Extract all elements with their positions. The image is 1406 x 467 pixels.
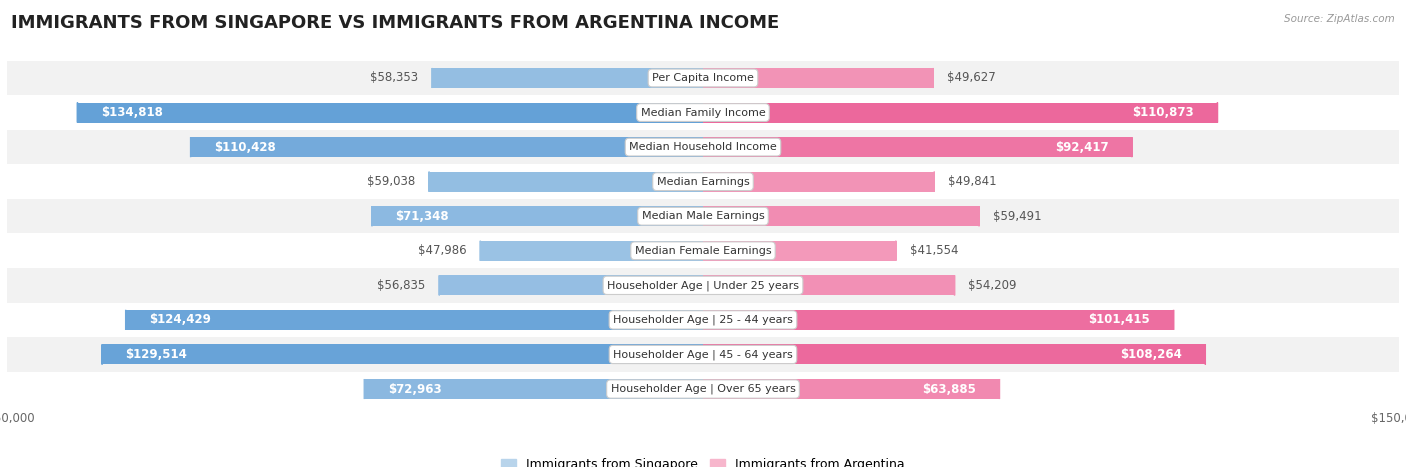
Bar bbox=[7, 372, 1399, 406]
Text: Median Household Income: Median Household Income bbox=[628, 142, 778, 152]
Bar bbox=[7, 337, 1399, 372]
Text: $124,429: $124,429 bbox=[149, 313, 211, 326]
Bar bbox=[7, 268, 1399, 303]
Bar bbox=[7, 95, 1399, 130]
Bar bbox=[364, 379, 703, 399]
Text: $71,348: $71,348 bbox=[395, 210, 449, 223]
Bar bbox=[7, 199, 1399, 234]
Text: $54,209: $54,209 bbox=[969, 279, 1017, 292]
Bar bbox=[703, 310, 1174, 330]
Bar bbox=[432, 68, 703, 88]
Text: $101,415: $101,415 bbox=[1088, 313, 1150, 326]
Bar bbox=[703, 137, 1132, 157]
Bar bbox=[7, 164, 1399, 199]
Bar bbox=[7, 303, 1399, 337]
Bar bbox=[191, 137, 703, 157]
Text: $134,818: $134,818 bbox=[101, 106, 163, 119]
Text: Per Capita Income: Per Capita Income bbox=[652, 73, 754, 83]
Bar bbox=[439, 276, 703, 295]
Text: $58,353: $58,353 bbox=[370, 71, 419, 85]
Bar bbox=[703, 276, 955, 295]
Text: $49,841: $49,841 bbox=[948, 175, 997, 188]
Bar bbox=[103, 345, 703, 364]
Text: Median Earnings: Median Earnings bbox=[657, 177, 749, 187]
Text: $59,491: $59,491 bbox=[993, 210, 1042, 223]
Bar bbox=[703, 379, 1000, 399]
Text: $129,514: $129,514 bbox=[125, 348, 187, 361]
Text: $72,963: $72,963 bbox=[388, 382, 441, 396]
Text: Median Family Income: Median Family Income bbox=[641, 107, 765, 118]
Text: $49,627: $49,627 bbox=[948, 71, 995, 85]
Text: Median Male Earnings: Median Male Earnings bbox=[641, 211, 765, 221]
Bar bbox=[373, 206, 703, 226]
Text: $110,428: $110,428 bbox=[214, 141, 276, 154]
Text: Median Female Earnings: Median Female Earnings bbox=[634, 246, 772, 256]
Bar bbox=[703, 103, 1218, 122]
Text: Householder Age | Under 25 years: Householder Age | Under 25 years bbox=[607, 280, 799, 290]
Bar bbox=[703, 241, 896, 261]
Bar bbox=[125, 310, 703, 330]
Text: $41,554: $41,554 bbox=[910, 244, 959, 257]
Bar bbox=[703, 345, 1205, 364]
Text: Householder Age | 25 - 44 years: Householder Age | 25 - 44 years bbox=[613, 315, 793, 325]
Text: $110,873: $110,873 bbox=[1133, 106, 1194, 119]
Legend: Immigrants from Singapore, Immigrants from Argentina: Immigrants from Singapore, Immigrants fr… bbox=[496, 453, 910, 467]
Bar bbox=[7, 234, 1399, 268]
Text: Source: ZipAtlas.com: Source: ZipAtlas.com bbox=[1284, 14, 1395, 24]
Text: $63,885: $63,885 bbox=[922, 382, 976, 396]
Bar bbox=[481, 241, 703, 261]
Text: $108,264: $108,264 bbox=[1121, 348, 1182, 361]
Text: Householder Age | Over 65 years: Householder Age | Over 65 years bbox=[610, 384, 796, 394]
Text: Householder Age | 45 - 64 years: Householder Age | 45 - 64 years bbox=[613, 349, 793, 360]
Bar bbox=[703, 68, 934, 88]
Text: $92,417: $92,417 bbox=[1054, 141, 1108, 154]
Text: IMMIGRANTS FROM SINGAPORE VS IMMIGRANTS FROM ARGENTINA INCOME: IMMIGRANTS FROM SINGAPORE VS IMMIGRANTS … bbox=[11, 14, 779, 32]
Bar bbox=[7, 61, 1399, 95]
Text: $59,038: $59,038 bbox=[367, 175, 415, 188]
Bar bbox=[77, 103, 703, 122]
Bar bbox=[703, 172, 934, 191]
Bar bbox=[703, 206, 979, 226]
Bar bbox=[429, 172, 703, 191]
Text: $47,986: $47,986 bbox=[418, 244, 467, 257]
Bar bbox=[7, 130, 1399, 164]
Text: $56,835: $56,835 bbox=[377, 279, 426, 292]
